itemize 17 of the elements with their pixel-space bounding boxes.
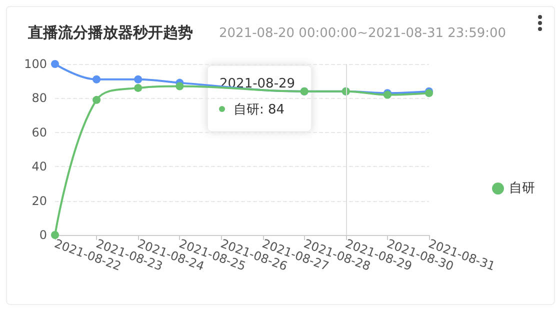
point xyxy=(92,96,101,104)
chart-title: 直播流分播放器秒开趋势 xyxy=(27,24,193,42)
annotation: 2021-08-29 xyxy=(220,76,296,92)
point xyxy=(134,75,142,84)
y-tick-label: 40 xyxy=(32,160,47,174)
chart-subtitle: 2021-08-20 00:00:00~2021-08-31 23:59:00 xyxy=(219,26,506,41)
y-tick-label: 60 xyxy=(32,125,47,140)
point xyxy=(176,82,184,90)
y-tick-label: 100 xyxy=(24,57,47,71)
point xyxy=(51,60,59,68)
legend-label: 自研 xyxy=(509,181,535,196)
y-tick-label: 0 xyxy=(39,228,47,242)
point xyxy=(134,84,142,92)
point xyxy=(92,75,101,84)
y-tick-label: 80 xyxy=(32,91,47,106)
y-tick-label: 20 xyxy=(32,194,47,208)
annotation: 自研: 84 xyxy=(234,102,285,118)
